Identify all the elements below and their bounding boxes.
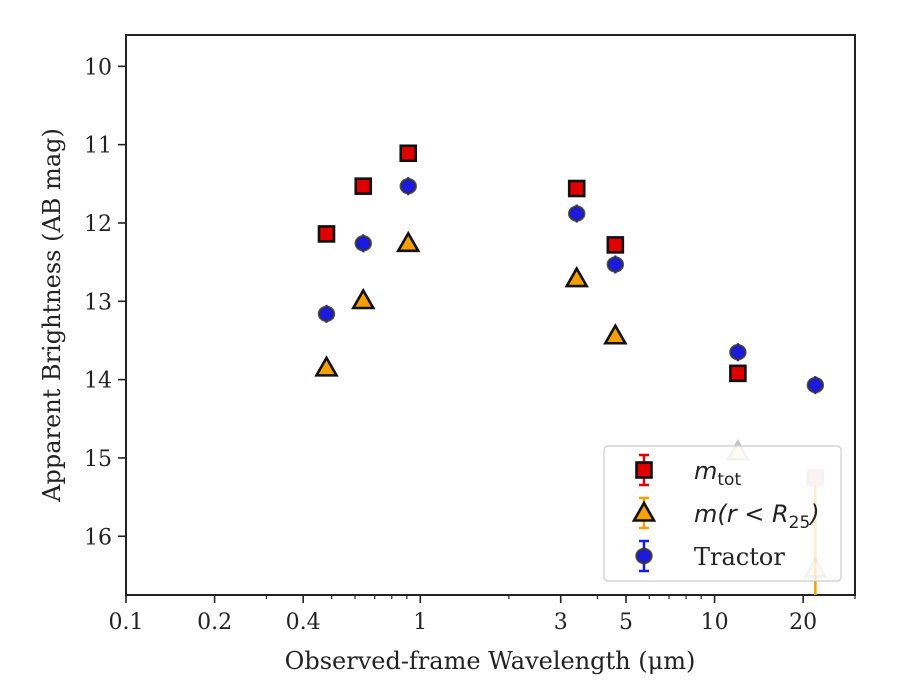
- triangle-marker: [351, 287, 376, 310]
- x-axis: 0.1 0.2 0.4 1 3 5 10 20: [109, 595, 856, 635]
- square-point: [567, 179, 586, 198]
- circle-point: [568, 204, 586, 223]
- triangle-marker: [631, 500, 657, 522]
- triangle-point: [351, 287, 376, 310]
- legend-box: [603, 445, 842, 582]
- legend-label: mtot: [694, 457, 741, 490]
- circle-marker: [635, 547, 653, 565]
- x-tick-label: 3: [554, 610, 568, 635]
- legend-label: m(r < R25): [694, 500, 820, 533]
- circle-point: [806, 376, 825, 395]
- y-axis-label: Apparent Brightness (AB mag): [38, 128, 66, 503]
- y-tick-label: 16: [84, 525, 112, 550]
- square-marker: [635, 461, 653, 479]
- x-tick-label: 10: [701, 610, 729, 635]
- square-marker: [354, 177, 373, 195]
- legend-marker: [635, 461, 653, 479]
- triangle-marker: [603, 323, 628, 345]
- y-axis: 10 11 12 13 14 15 16: [84, 55, 126, 550]
- circle-point: [729, 343, 747, 362]
- square-marker: [567, 179, 586, 198]
- legend-marker: [631, 500, 657, 522]
- legend-marker: [635, 547, 653, 565]
- y-tick-label: 11: [84, 134, 112, 159]
- circle-point: [354, 234, 372, 253]
- x-tick-label: 0.1: [109, 610, 144, 635]
- circle-marker: [606, 256, 625, 273]
- triangle-point: [395, 230, 421, 253]
- triangle-marker: [314, 355, 339, 377]
- circle-marker: [729, 344, 747, 361]
- triangle-point: [314, 355, 339, 377]
- x-tick-label: 20: [789, 610, 817, 635]
- x-axis-label: Observed-frame Wavelength (μm): [285, 647, 696, 675]
- y-tick-label: 10: [84, 55, 112, 80]
- x-tick-label: 1: [413, 610, 427, 635]
- circle-marker: [317, 305, 336, 323]
- square-point: [606, 236, 625, 254]
- legend: mtot m(r < R25) Tractor: [603, 445, 842, 582]
- circle-point: [399, 177, 417, 196]
- triangle-marker: [395, 230, 421, 253]
- square-marker: [317, 225, 336, 243]
- y-tick-label: 13: [84, 290, 112, 315]
- triangle-point: [603, 323, 628, 345]
- y-tick-label: 14: [84, 369, 112, 394]
- square-marker: [606, 236, 625, 254]
- y-tick-label: 12: [84, 212, 112, 237]
- triangle-marker: [564, 265, 589, 288]
- circle-marker: [806, 376, 825, 394]
- square-point: [317, 225, 336, 243]
- data-points: [314, 144, 828, 595]
- circle-point: [317, 304, 336, 323]
- x-tick-label: 0.2: [197, 610, 232, 635]
- circle-point: [606, 255, 625, 274]
- legend-label: Tractor: [694, 543, 785, 571]
- circle-marker: [354, 235, 372, 252]
- square-marker: [399, 144, 418, 163]
- x-tick-label: 0.4: [286, 610, 321, 635]
- square-point: [354, 177, 373, 195]
- square-marker: [729, 364, 747, 383]
- x-tick-label: 5: [619, 610, 633, 635]
- triangle-point: [564, 265, 589, 288]
- circle-marker: [568, 205, 586, 222]
- square-point: [399, 144, 418, 163]
- square-point: [729, 364, 747, 383]
- y-tick-label: 15: [84, 447, 112, 472]
- circle-marker: [399, 177, 417, 195]
